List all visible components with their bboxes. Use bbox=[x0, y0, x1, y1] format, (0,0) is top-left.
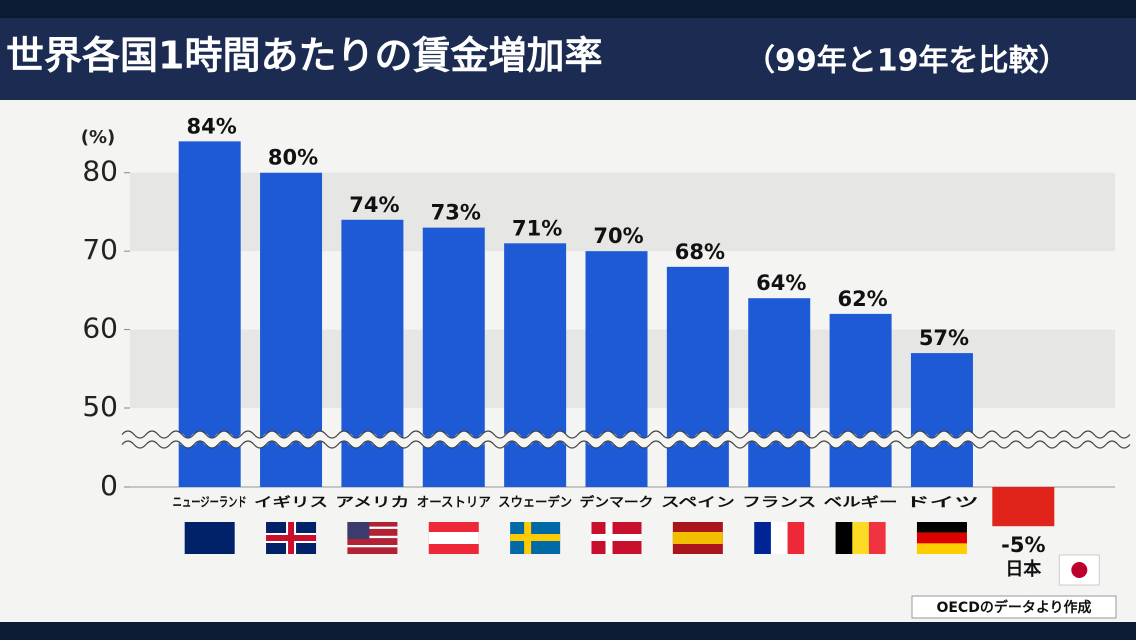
x-tick-label: ニュージーランド bbox=[173, 496, 247, 511]
y-tick-label: 70 bbox=[82, 233, 118, 266]
title-bar bbox=[0, 18, 1136, 100]
value-label: 68% bbox=[675, 240, 725, 264]
flag bbox=[428, 532, 479, 544]
chart-subtitle: （99年と19年を比較） bbox=[745, 44, 1069, 79]
flag bbox=[916, 532, 967, 544]
x-tick-label: アメリカ bbox=[335, 496, 409, 511]
x-tick-label: デンマーク bbox=[580, 495, 654, 511]
flag bbox=[266, 535, 317, 541]
x-tick-label: スペイン bbox=[661, 496, 735, 511]
y-tick-label: 80 bbox=[82, 155, 118, 188]
bar bbox=[829, 313, 892, 487]
value-label: 70% bbox=[593, 224, 643, 248]
bar bbox=[748, 298, 811, 487]
value-label: 73% bbox=[431, 201, 481, 225]
bar bbox=[585, 251, 648, 487]
x-tick-label: スウェーデン bbox=[498, 495, 572, 511]
y-tick-label: 50 bbox=[82, 390, 118, 423]
value-label: 80% bbox=[268, 146, 318, 170]
flag bbox=[347, 526, 398, 529]
flag bbox=[868, 522, 886, 554]
flag bbox=[1071, 562, 1088, 578]
flag bbox=[184, 522, 235, 554]
x-tick-label: 日本 bbox=[1005, 558, 1041, 580]
source-note: OECDのデータより作成 bbox=[936, 599, 1091, 616]
x-tick-label: オーストリア bbox=[417, 496, 491, 511]
flag bbox=[347, 545, 398, 548]
y-tick-label: 60 bbox=[82, 312, 118, 345]
bar bbox=[910, 353, 973, 487]
flag bbox=[591, 534, 642, 541]
bar bbox=[992, 487, 1055, 527]
y-tick-label: 0 bbox=[100, 469, 118, 502]
value-label: 74% bbox=[349, 193, 399, 217]
flag bbox=[672, 532, 723, 544]
chart-title: 世界各国1時間あたりの賃金増加率 bbox=[6, 34, 602, 78]
x-tick-label: フランス bbox=[742, 496, 816, 511]
axis-break bbox=[118, 431, 1134, 448]
value-label: 64% bbox=[756, 271, 806, 295]
x-tick-label: イギリス bbox=[254, 495, 328, 511]
value-label: 57% bbox=[919, 326, 969, 350]
x-tick-label: ドイツ bbox=[905, 496, 979, 511]
flag bbox=[787, 522, 805, 554]
x-tick-label: ベルギー bbox=[824, 495, 898, 511]
bar bbox=[504, 243, 567, 487]
flag bbox=[754, 522, 771, 554]
flag bbox=[510, 534, 561, 541]
flag bbox=[835, 522, 853, 554]
source-box bbox=[911, 595, 1117, 619]
bar bbox=[341, 219, 404, 487]
value-label: 62% bbox=[837, 287, 887, 311]
value-label: -5% bbox=[1001, 533, 1045, 557]
value-label: 71% bbox=[512, 216, 562, 240]
axis-break bbox=[121, 440, 1131, 449]
axis-break bbox=[121, 430, 1131, 439]
bar bbox=[178, 141, 241, 488]
flag bbox=[347, 535, 398, 539]
flag bbox=[916, 522, 967, 533]
bar bbox=[666, 266, 729, 487]
y-axis-label: (%) bbox=[81, 127, 116, 148]
value-label: 84% bbox=[187, 114, 237, 138]
flag bbox=[347, 522, 370, 539]
